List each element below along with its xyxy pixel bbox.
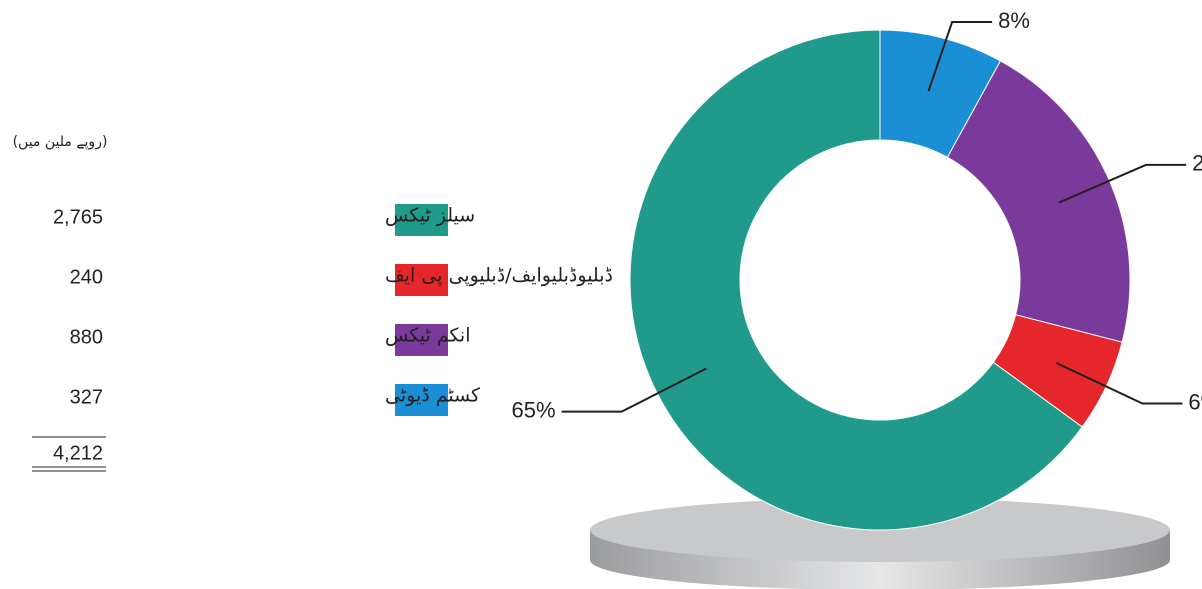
donut-hole <box>741 141 1019 419</box>
legend-swatch <box>395 384 448 416</box>
percent-label: 8% <box>998 8 1030 33</box>
legend-label: ڈبلیوڈبلیوایف/ڈبلیوپی پی ایف <box>385 265 613 287</box>
unit-label: (روپے ملین میں) <box>13 134 108 150</box>
leader-line <box>1056 362 1183 405</box>
percent-label: 65% <box>512 397 556 422</box>
legend-label: کسٹم ڈیوٹی <box>385 385 481 407</box>
total-label: 4,212 <box>53 442 103 464</box>
legend-label: انکم ٹیکس <box>385 325 470 347</box>
donut-slice <box>629 29 1083 531</box>
percent-label: 6% <box>1188 389 1202 414</box>
percent-label: 21% <box>1192 151 1202 176</box>
amount-label: 240 <box>70 266 103 288</box>
amount-label: 327 <box>70 386 103 408</box>
amount-label: 2,765 <box>53 206 103 228</box>
legend-swatch <box>395 264 448 296</box>
legend-swatch <box>395 204 448 236</box>
amount-label: 880 <box>70 326 103 348</box>
leader-line <box>561 367 707 413</box>
leader-line <box>927 21 993 92</box>
donut-slice <box>946 60 1131 343</box>
leader-line <box>1058 163 1187 204</box>
legend-label: سیلز ٹیکس <box>385 205 475 227</box>
legend-swatch <box>395 324 448 356</box>
